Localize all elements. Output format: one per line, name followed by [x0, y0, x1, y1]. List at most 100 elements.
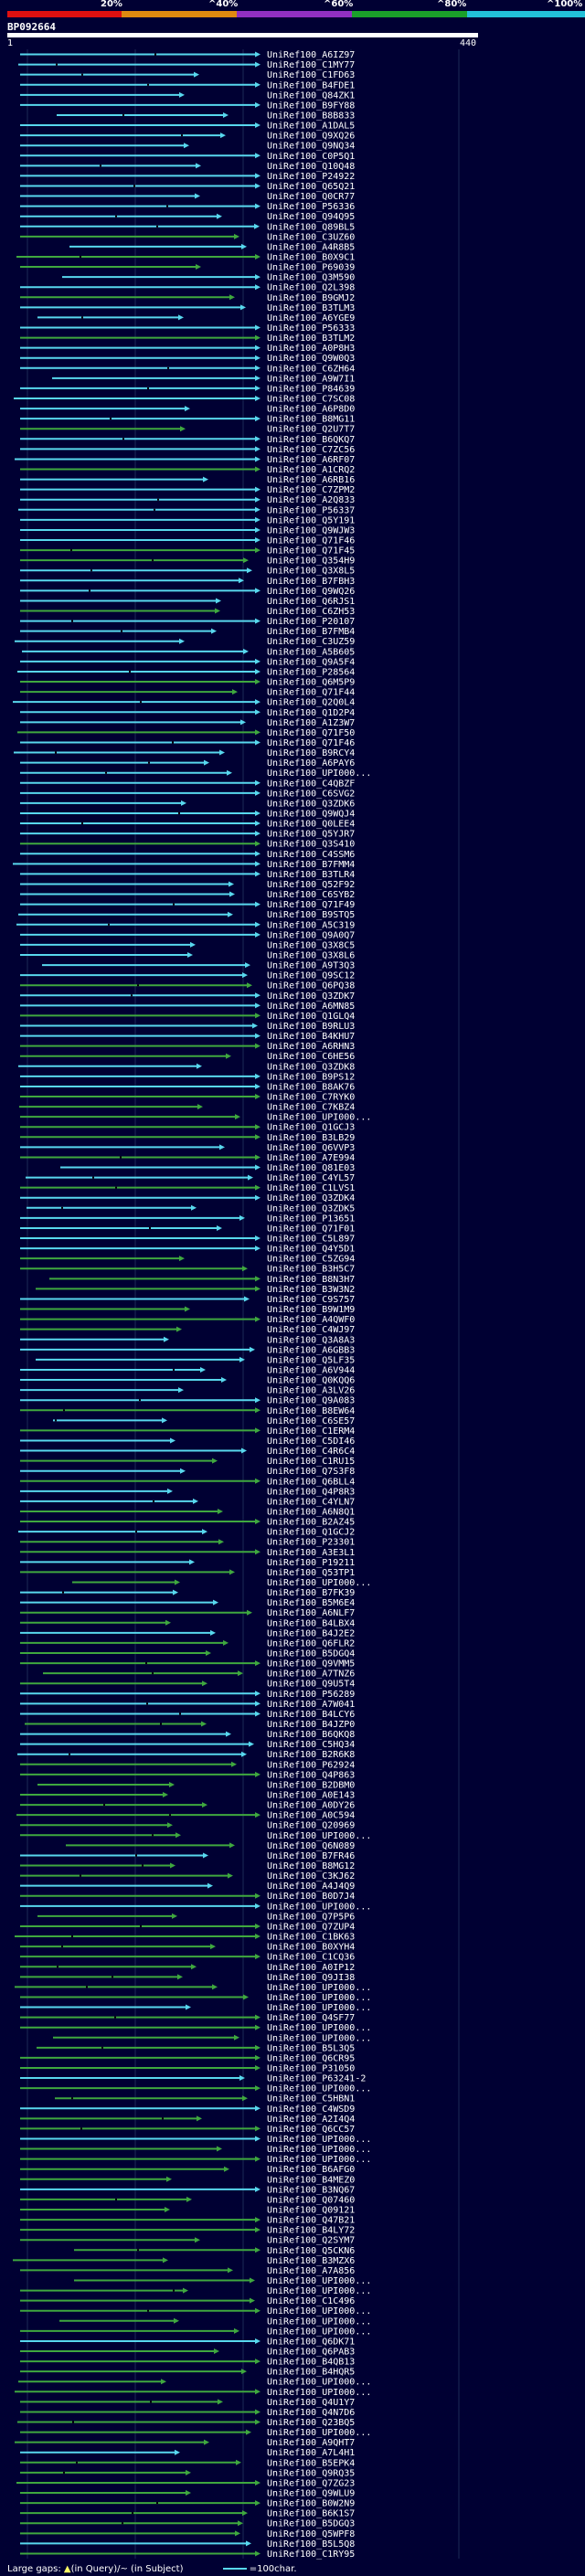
arrow-head-icon	[250, 1346, 255, 1352]
arrow-head-icon	[255, 496, 261, 503]
hit-label: UniRef100_B4MEZ0	[267, 2175, 355, 2185]
arrow-head-icon	[255, 2307, 261, 2314]
arrow-head-icon	[229, 1842, 235, 1849]
legend-query-gap: (in Query)/	[70, 2564, 121, 2574]
hit-row: UniRef100_P20107	[20, 617, 355, 627]
gap-tick	[103, 1804, 105, 1807]
hit-label: UniRef100_Q71F45	[267, 546, 355, 557]
hit-label: UniRef100_A0DY26	[267, 1801, 355, 1811]
hit-row: UniRef100_B4LBX4	[20, 1618, 355, 1628]
hit-row: UniRef100_Q9WLU9	[20, 2489, 355, 2499]
hit-row: UniRef100_B4J2E2	[20, 1628, 355, 1638]
arrow-head-icon	[186, 2196, 192, 2202]
arrow-head-icon	[255, 2247, 261, 2253]
hit-row: UniRef100_Q71F45	[20, 546, 355, 557]
gap-tick	[112, 1976, 113, 1978]
arrow-head-icon	[239, 2075, 245, 2082]
hit-label: UniRef100_C1BK63	[267, 1933, 355, 1943]
gap-tick	[140, 701, 142, 704]
gap-tick	[137, 2249, 139, 2252]
hit-row: UniRef100_C6HE56	[20, 1052, 355, 1062]
arrow-head-icon	[255, 1427, 261, 1434]
hit-row: UniRef100_Q6BLL4	[20, 1477, 355, 1487]
arrow-head-icon	[255, 153, 261, 159]
hit-label: UniRef100_Q2Q0L4	[267, 698, 355, 708]
arrow-head-icon	[247, 567, 252, 574]
hit-label: UniRef100_Q09121	[267, 2205, 355, 2215]
hit-label: UniRef100_C7RYK0	[267, 1093, 355, 1103]
hit-row: UniRef100_B9PS12	[20, 1072, 355, 1082]
arrow-head-icon	[255, 122, 261, 129]
hit-row: UniRef100_B7FBH3	[20, 577, 355, 587]
hit-row: UniRef100_UPI000...	[20, 2155, 371, 2165]
hit-label: UniRef100_Q4Y5D1	[267, 1245, 355, 1255]
hit-row: UniRef100_Q89BL5	[20, 222, 355, 232]
hit-row: UniRef100_C1BK63	[15, 1933, 355, 1943]
arrow-head-icon	[255, 375, 261, 381]
hit-row: UniRef100_Q07460	[20, 2195, 355, 2205]
arrow-head-icon	[228, 1872, 233, 1879]
hit-label: UniRef100_Q6DK71	[267, 2337, 355, 2347]
hit-row: UniRef100_Q0KQQ6	[20, 1376, 355, 1386]
arrow-head-icon	[255, 2359, 261, 2365]
gap-tick	[152, 1672, 154, 1675]
arrow-head-icon	[178, 314, 184, 321]
arrow-head-icon	[255, 679, 261, 685]
hit-label: UniRef100_A7L4H1	[267, 2448, 355, 2458]
arrow-head-icon	[202, 1802, 207, 1808]
hit-label: UniRef100_C6SVG2	[267, 789, 355, 799]
hit-label: UniRef100_Q5LF35	[267, 1355, 355, 1365]
gap-tick	[63, 2471, 65, 2474]
arrow-head-icon	[255, 61, 261, 68]
gap-tick	[61, 1945, 63, 1948]
arrow-head-icon	[189, 1559, 195, 1565]
hit-row: UniRef100_C7KBZ4	[19, 1103, 355, 1113]
hit-row: UniRef100_Q84ZK1	[20, 90, 355, 101]
hit-label: UniRef100_Q0CR77	[267, 192, 355, 202]
gap-tick	[110, 418, 112, 420]
hit-label: UniRef100_Q6PQ38	[267, 981, 355, 991]
hit-label: UniRef100_A4QWF0	[267, 1315, 355, 1325]
arrow-head-icon	[243, 557, 249, 564]
gap-tick	[63, 1409, 65, 1412]
hit-label: UniRef100_B5L5Q8	[267, 2539, 355, 2549]
hit-label: UniRef100_A5C319	[267, 920, 355, 930]
gap-tick	[71, 620, 73, 622]
hit-label: UniRef100_C5L897	[267, 1235, 355, 1245]
arrow-head-icon	[255, 901, 261, 907]
arrow-head-icon	[255, 1934, 261, 1940]
hit-row: UniRef100_B9FY88	[20, 101, 355, 111]
hit-label: UniRef100_C3UZ59	[267, 637, 355, 647]
hit-row: UniRef100_Q5YJR7	[20, 830, 355, 840]
hit-row: UniRef100_B3MZX6	[13, 2256, 355, 2266]
hit-row: UniRef100_UPI000...	[20, 2084, 371, 2094]
hit-row: UniRef100_A7A856	[20, 2266, 355, 2276]
gap-tick	[115, 1186, 117, 1189]
arrow-head-icon	[255, 851, 261, 857]
hit-label: UniRef100_Q9XQ26	[267, 132, 355, 142]
gap-tick	[137, 984, 139, 987]
arrow-head-icon	[255, 506, 261, 513]
arrow-head-icon	[187, 951, 193, 958]
arrow-head-icon	[169, 1781, 175, 1787]
gap-tick	[56, 63, 58, 66]
hit-label: UniRef100_Q71F46	[267, 536, 355, 546]
arrow-head-icon	[255, 446, 261, 452]
hit-label: UniRef100_C1LVS1	[267, 1183, 355, 1193]
hit-label: UniRef100_Q9NQ34	[267, 142, 355, 152]
hit-row: UniRef100_C5HQ34	[20, 1740, 355, 1750]
arrow-head-icon	[255, 2125, 261, 2132]
arrow-head-icon	[255, 1164, 261, 1171]
arrow-head-icon	[226, 1053, 231, 1059]
gap-tick	[76, 2461, 78, 2464]
gap-tick	[169, 1814, 171, 1817]
hit-row: UniRef100_A1CRQ2	[20, 465, 355, 475]
hit-row: UniRef100_A0E143	[20, 1791, 355, 1801]
hit-row: UniRef100_A0C594	[16, 1811, 355, 1821]
gap-tick	[156, 2502, 158, 2505]
hit-row: UniRef100_A6V944	[20, 1365, 355, 1375]
arrow-head-icon	[179, 1256, 185, 1262]
hit-row: UniRef100_P28564	[17, 667, 355, 677]
arrow-head-icon	[174, 2317, 179, 2324]
arrow-head-icon	[255, 547, 261, 554]
